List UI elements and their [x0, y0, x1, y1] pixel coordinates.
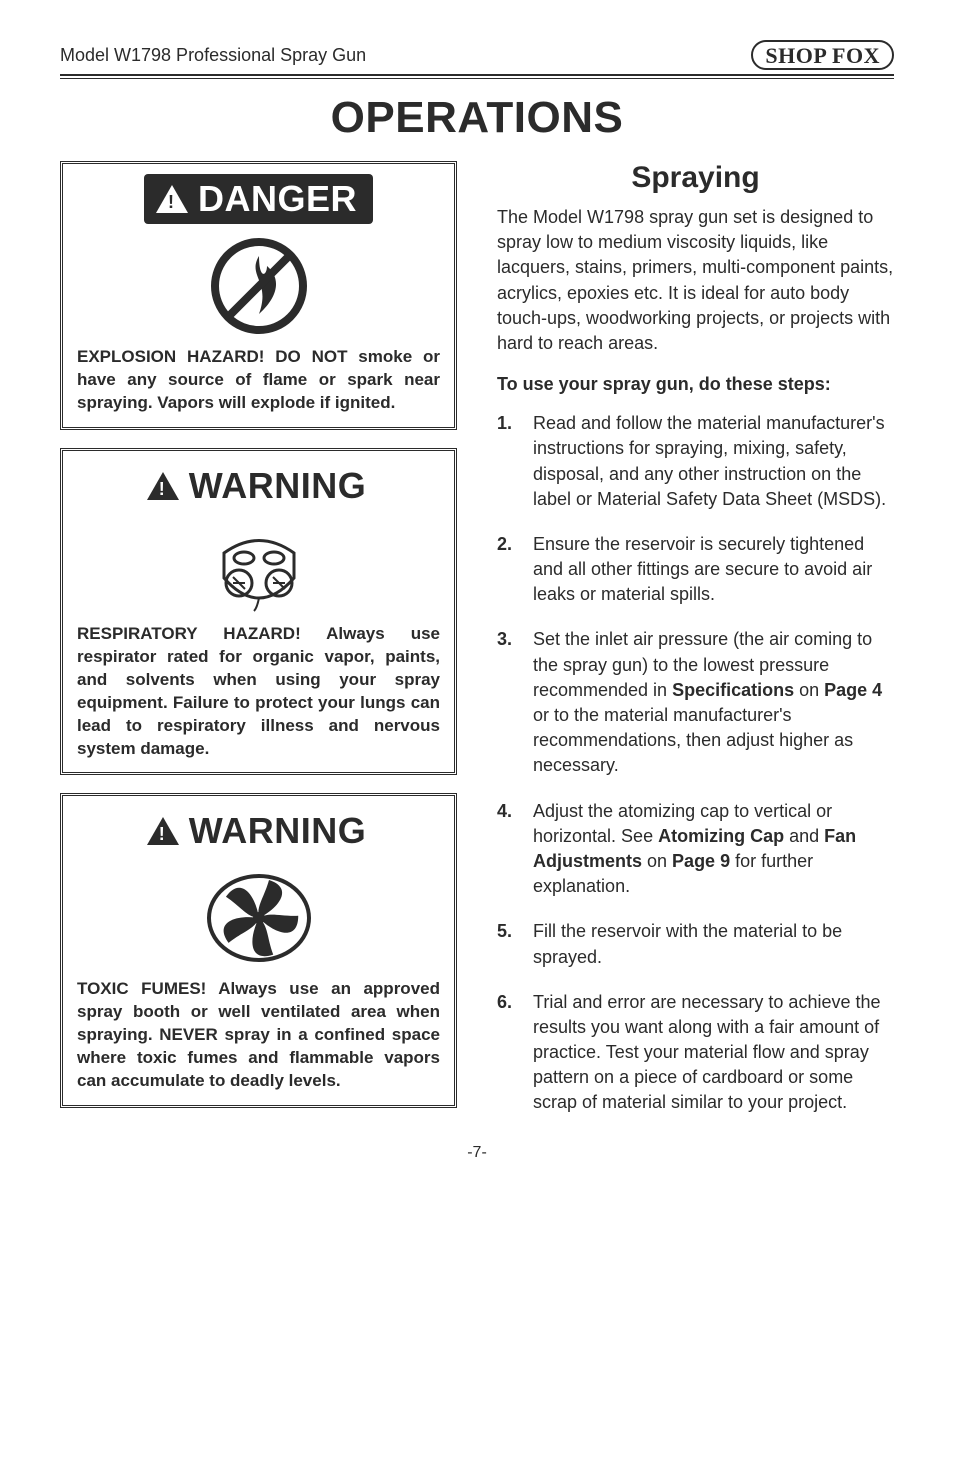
alert-triangle-icon [147, 817, 179, 845]
alert-triangle-icon [156, 185, 188, 213]
warning-banner: WARNING [135, 806, 383, 856]
warning-fumes-box: WARNING TOXIC [60, 793, 457, 1108]
step-item: 4.Adjust the atomizing cap to vertical o… [497, 799, 894, 900]
toxic-fumes-warning-text: TOXIC FUMES! Always use an approved spra… [73, 978, 444, 1093]
step-number: 1. [497, 411, 519, 512]
step-text: Ensure the reservoir is securely tighten… [533, 532, 894, 608]
header-row: Model W1798 Professional Spray Gun SHOP … [60, 40, 894, 70]
step-number: 4. [497, 799, 519, 900]
step-text: Adjust the atomizing cap to vertical or … [533, 799, 894, 900]
step-text: Set the inlet air pressure (the air comi… [533, 627, 894, 778]
step-text: Read and follow the material manufacture… [533, 411, 894, 512]
left-column: DANGER EXPLOSION HAZARD! DO NOT smoke or… [60, 161, 457, 1136]
rule-thick [60, 74, 894, 76]
danger-banner-text: DANGER [198, 178, 357, 220]
page: Model W1798 Professional Spray Gun SHOP … [0, 0, 954, 1475]
warning-respirator-box: WARNING RESPI [60, 448, 457, 776]
step-item: 5. Fill the reservoir with the material t… [497, 919, 894, 969]
section-title: Spraying [497, 161, 894, 195]
warning-banner-text: WARNING [189, 465, 367, 507]
step-number: 5. [497, 919, 519, 969]
danger-box: DANGER EXPLOSION HAZARD! DO NOT smoke or… [60, 161, 457, 430]
danger-text: EXPLOSION HAZARD! DO NOT smoke or have a… [73, 346, 444, 415]
respiratory-warning-text: RESPIRATORY HAZARD! Always use respirato… [73, 623, 444, 761]
steps-lead: To use your spray gun, do these steps: [497, 374, 894, 395]
warning-banner: WARNING [135, 461, 383, 511]
step-number: 6. [497, 990, 519, 1116]
step-text: Fill the reservoir with the material to … [533, 919, 894, 969]
two-column-layout: DANGER EXPLOSION HAZARD! DO NOT smoke or… [60, 161, 894, 1136]
steps-list: 1.Read and follow the material manufactu… [497, 411, 894, 1116]
alert-triangle-icon [147, 472, 179, 500]
step-item: 3.Set the inlet air pressure (the air co… [497, 627, 894, 778]
step-item: 1.Read and follow the material manufactu… [497, 411, 894, 512]
right-column: Spraying The Model W1798 spray gun set i… [497, 161, 894, 1136]
model-line: Model W1798 Professional Spray Gun [60, 45, 366, 66]
page-title: OPERATIONS [60, 93, 894, 143]
step-number: 3. [497, 627, 519, 778]
fan-icon [73, 868, 444, 968]
intro-paragraph: The Model W1798 spray gun set is designe… [497, 205, 894, 356]
step-item: 6.Trial and error are necessary to achie… [497, 990, 894, 1116]
brand-logo: SHOP FOX [751, 40, 894, 70]
step-item: 2.Ensure the reservoir is securely tight… [497, 532, 894, 608]
step-number: 2. [497, 532, 519, 608]
page-number: -7- [60, 1144, 894, 1162]
rule-thin [60, 78, 894, 79]
danger-banner: DANGER [144, 174, 373, 224]
respirator-icon [73, 523, 444, 613]
no-flame-icon [73, 236, 444, 336]
step-text: Trial and error are necessary to achieve… [533, 990, 894, 1116]
warning-banner-text: WARNING [189, 810, 367, 852]
